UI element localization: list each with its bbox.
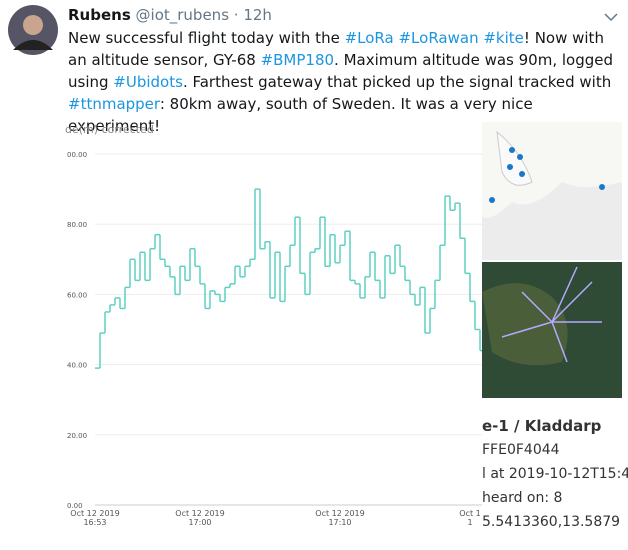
gateway-line: 5.5413360,13.5879	[482, 514, 621, 530]
text-segment: : 80km away, south of Sweden. It was a v…	[68, 95, 533, 135]
chart[interactable]: de(m) corrected 0.00 20.00 40.00 60.00 80.00…	[60, 118, 482, 543]
gateway-line: heard on: 8	[482, 490, 563, 506]
text-segment: . Farthest gateway that picked up the si…	[182, 73, 612, 91]
y-tick-label: 00.00	[67, 151, 87, 159]
hashtag[interactable]: #kite	[483, 29, 524, 47]
text-segment: New successful flight today with the	[68, 29, 345, 47]
hashtag[interactable]: #ttnmapper	[68, 95, 160, 113]
gateway-line: e-1 / Kladdarp	[482, 417, 602, 435]
x-tick-label: Oct 12 2019 17:10	[315, 509, 365, 527]
y-tick-label: 20.00	[67, 432, 87, 440]
avatar[interactable]	[8, 5, 58, 55]
header: Rubens @iot_rubens · 12h	[68, 6, 272, 24]
handle[interactable]: @iot_rubens	[135, 6, 230, 24]
text-segment: ! Now with an altitude sensor, GY-68	[68, 29, 604, 69]
y-tick-label: 40.00	[67, 362, 87, 370]
x-tick-label: Oct 12 2019 17:00	[175, 509, 225, 527]
y-tick-label: 0.00	[67, 502, 83, 510]
hashtag[interactable]: #LoRa	[344, 29, 394, 47]
tweet-text: New successful flight today with the #Lo…	[68, 27, 620, 137]
gateway-line: FFE0F4044	[482, 442, 560, 458]
author[interactable]: Rubens	[68, 6, 131, 24]
y-tick-label: 80.00	[67, 221, 87, 229]
hashtag[interactable]: #Ubidots	[113, 73, 183, 91]
y-tick-label: 60.00	[67, 291, 87, 299]
gateway-line: l at 2019-10-12T15:4	[482, 466, 628, 482]
time[interactable]: 12h	[243, 6, 272, 24]
x-tick-label: Oct 12 2019 16:53	[70, 509, 120, 527]
chart-title: de(m) corrected	[65, 123, 154, 136]
x-tick-label: Oct 1 1	[459, 509, 481, 527]
hashtag[interactable]: #BMP180	[260, 51, 335, 69]
hashtag[interactable]: #LoRawan	[398, 29, 479, 47]
text-segment: . Maximum altitude was 90m, logged using	[68, 51, 613, 91]
gateway-info: e-1 / Kladdarp FFE0F4044 l at 2019-10-12T1…	[482, 414, 628, 534]
map-images[interactable]	[482, 122, 622, 398]
menu-chevron[interactable]	[604, 12, 618, 22]
